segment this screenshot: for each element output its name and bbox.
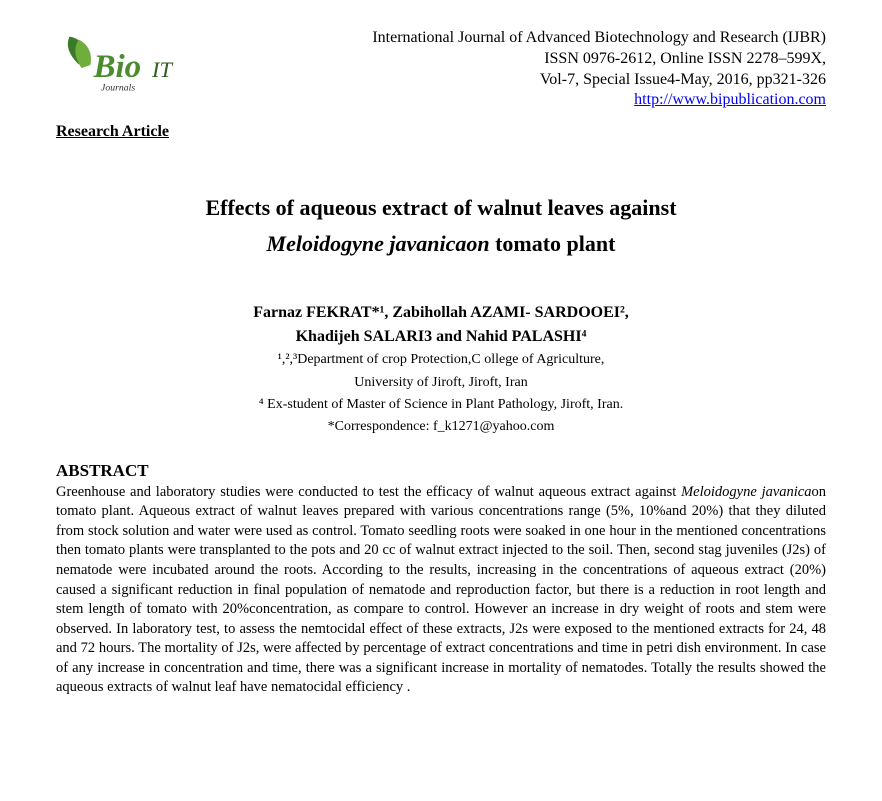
title-line-2: Meloidogyne javanicaon tomato plant	[56, 231, 826, 257]
authors-block: Farnaz FEKRAT*¹, Zabihollah AZAMI- SARDO…	[56, 301, 826, 439]
issn-line: ISSN 0976-2612, Online ISSN 2278–599X,	[372, 49, 826, 70]
title-rest: tomato plant	[490, 231, 616, 256]
article-type: Research Article	[56, 123, 826, 141]
title-line-1: Effects of aqueous extract of walnut lea…	[56, 195, 826, 221]
journal-name: International Journal of Advanced Biotec…	[372, 28, 826, 49]
journal-meta: International Journal of Advanced Biotec…	[372, 28, 826, 111]
svg-text:Journals: Journals	[101, 83, 135, 94]
abstract-body: Greenhouse and laboratory studies were c…	[56, 483, 826, 698]
page-header: Bio IT Journals International Journal of…	[56, 28, 826, 111]
abstract-post: on tomato plant. Aqueous extract of waln…	[56, 484, 826, 696]
affiliation-2: University of Jiroft, Jiroft, Iran	[56, 372, 826, 394]
article-title: Effects of aqueous extract of walnut lea…	[56, 195, 826, 257]
abstract-pre: Greenhouse and laboratory studies were c…	[56, 484, 681, 500]
abstract-species: Meloidogyne javanica	[681, 484, 811, 500]
logo-svg: Bio IT Journals	[56, 28, 206, 108]
vol-line: Vol-7, Special Issue4-May, 2016, pp321-3…	[372, 70, 826, 91]
correspondence: *Correspondence: f_k1271@yahoo.com	[56, 416, 826, 438]
affiliation-1: ¹,²,³Department of crop Protection,C oll…	[56, 349, 826, 371]
authors-line-1: Farnaz FEKRAT*¹, Zabihollah AZAMI- SARDO…	[56, 301, 826, 325]
abstract-section: ABSTRACT Greenhouse and laboratory studi…	[56, 461, 826, 698]
svg-text:IT: IT	[151, 57, 173, 82]
journal-logo: Bio IT Journals	[56, 28, 206, 108]
authors-line-2: Khadijeh SALARI3 and Nahid PALASHI⁴	[56, 325, 826, 349]
affiliation-3: ⁴ Ex-student of Master of Science in Pla…	[56, 394, 826, 416]
svg-text:Bio: Bio	[93, 49, 142, 85]
journal-url[interactable]: http://www.bipublication.com	[634, 91, 826, 108]
abstract-heading: ABSTRACT	[56, 461, 826, 481]
title-species: Meloidogyne javanicaon	[267, 231, 490, 256]
